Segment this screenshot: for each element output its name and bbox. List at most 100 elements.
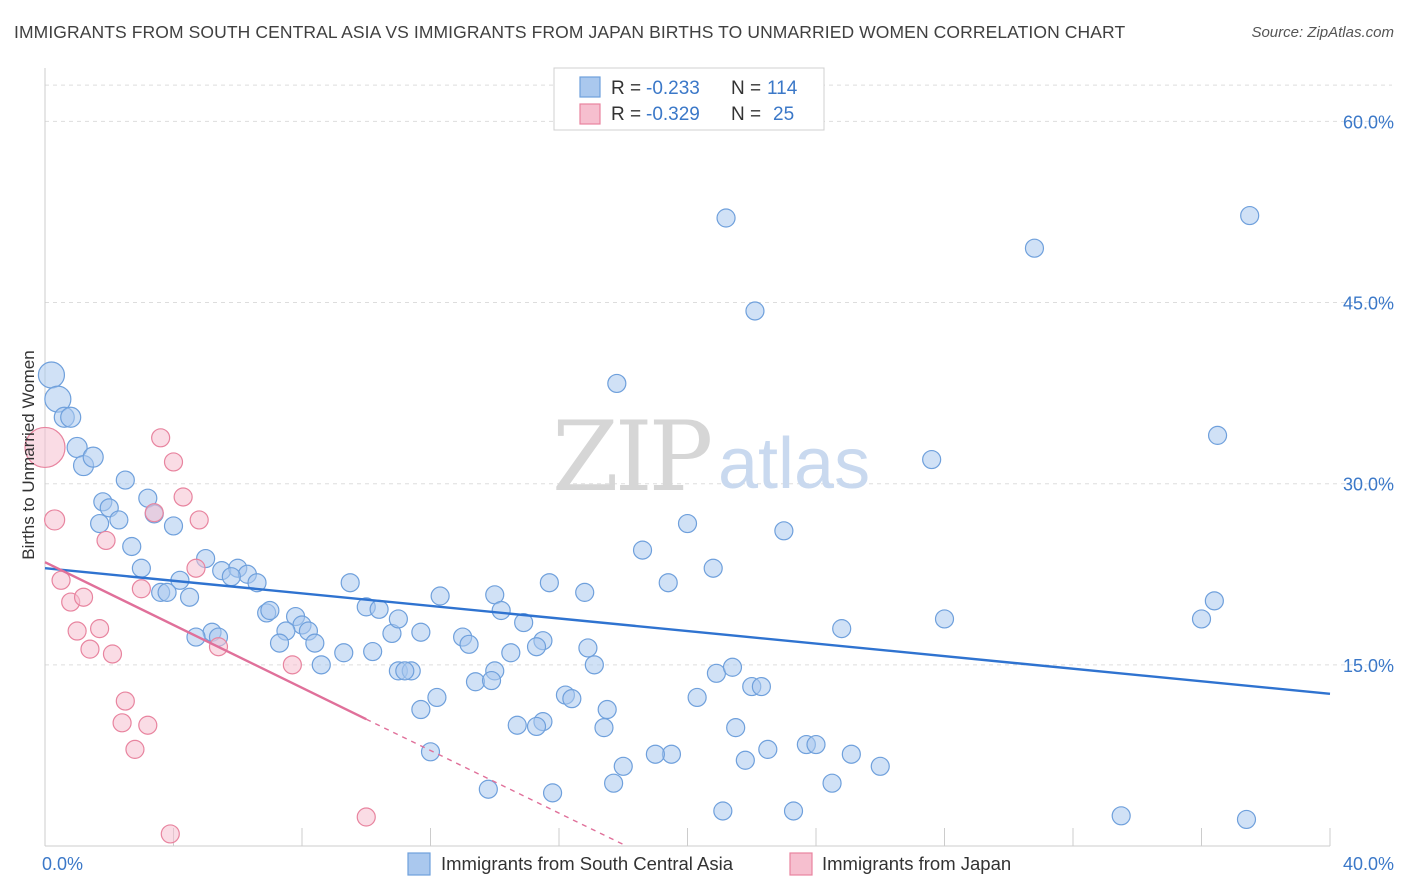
legend-swatch-blue [579, 76, 601, 98]
data-point [311, 655, 331, 675]
data-point [115, 470, 135, 490]
data-point [160, 824, 180, 844]
data-point [597, 699, 617, 720]
data-point [82, 446, 104, 468]
data-point [363, 641, 383, 662]
data-point [934, 609, 955, 629]
series-south-central-asia [37, 205, 1260, 830]
data-point [179, 587, 200, 607]
data-point [260, 600, 280, 621]
data-point [420, 742, 441, 762]
data-point [806, 734, 826, 755]
data-point [122, 536, 142, 557]
data-point [607, 373, 627, 394]
data-point [604, 773, 624, 793]
data-point [131, 579, 151, 599]
data-point [1204, 591, 1224, 611]
data-point [173, 487, 193, 507]
legend-n-label: N = [731, 104, 761, 125]
data-point [613, 756, 633, 776]
data-point [745, 301, 765, 321]
trend-line [44, 567, 1331, 696]
data-point [80, 639, 100, 659]
data-point [395, 661, 415, 681]
data-point [539, 573, 559, 593]
data-point [340, 573, 360, 593]
data-point [221, 567, 241, 587]
data-point [703, 558, 723, 578]
data-point [1111, 806, 1131, 826]
data-point [60, 406, 82, 428]
data-point [109, 510, 129, 530]
data-point [1024, 238, 1045, 258]
y-tick-label: 60.0% [1343, 112, 1394, 132]
data-point [922, 449, 942, 470]
data-point [575, 582, 595, 602]
data-point [305, 633, 325, 653]
data-point [334, 643, 354, 663]
data-point [658, 573, 678, 593]
data-point [751, 676, 771, 697]
data-point [841, 744, 861, 764]
data-point [151, 428, 171, 448]
data-point [584, 655, 604, 675]
data-point [96, 530, 116, 551]
data-point [774, 521, 794, 541]
data-point [90, 619, 110, 639]
x-tick-label: 0.0% [42, 854, 83, 874]
data-point [526, 637, 547, 657]
series-swatch-pink [789, 852, 813, 876]
data-point [459, 634, 479, 654]
data-point [115, 691, 135, 711]
data-point [661, 744, 682, 764]
correlation-legend: R = -0.233 N = 114 R = -0.329 N = 25 [553, 67, 825, 131]
data-point [24, 426, 66, 469]
data-point [189, 510, 209, 530]
data-point [562, 689, 582, 709]
data-point [1207, 425, 1228, 445]
data-point [163, 516, 184, 536]
data-point [478, 779, 498, 799]
data-point [783, 801, 804, 821]
data-point [526, 716, 547, 737]
trend-line [44, 561, 367, 721]
watermark-atlas: atlas [718, 424, 870, 504]
data-point [67, 621, 87, 641]
data-point [356, 807, 376, 827]
series-swatch-blue [407, 852, 431, 876]
legend-r-value: -0.233 [646, 78, 700, 99]
data-point [186, 558, 206, 578]
data-point [247, 573, 267, 593]
watermark: ZIP atlas [552, 401, 870, 513]
legend-r-label: R = [611, 78, 641, 99]
data-point [1191, 609, 1212, 629]
data-point [713, 801, 733, 821]
data-point [491, 600, 511, 621]
data-point [687, 687, 707, 708]
data-point [822, 773, 842, 793]
data-point [411, 699, 431, 720]
data-point [131, 558, 151, 578]
legend-swatch-pink [579, 103, 601, 125]
data-point [369, 599, 389, 619]
data-point [163, 452, 184, 472]
data-point [578, 638, 598, 658]
trend-line-extension [365, 718, 627, 847]
series-label-blue: Immigrants from South Central Asia [441, 853, 734, 874]
series-legend: Immigrants from South Central Asia Immig… [407, 852, 1011, 876]
data-point [465, 672, 486, 692]
data-point [706, 663, 727, 683]
data-point [269, 633, 290, 653]
data-point [125, 739, 145, 759]
data-point [1240, 205, 1260, 226]
y-tick-label: 45.0% [1343, 294, 1394, 314]
watermark-zip: ZIP [552, 401, 711, 513]
chart-source: Source: ZipAtlas.com [1251, 24, 1394, 41]
data-point [282, 655, 302, 675]
trend-lines [44, 561, 1331, 847]
data-point [507, 715, 527, 735]
data-point [411, 622, 431, 642]
data-point [481, 670, 502, 691]
data-point [677, 513, 698, 534]
